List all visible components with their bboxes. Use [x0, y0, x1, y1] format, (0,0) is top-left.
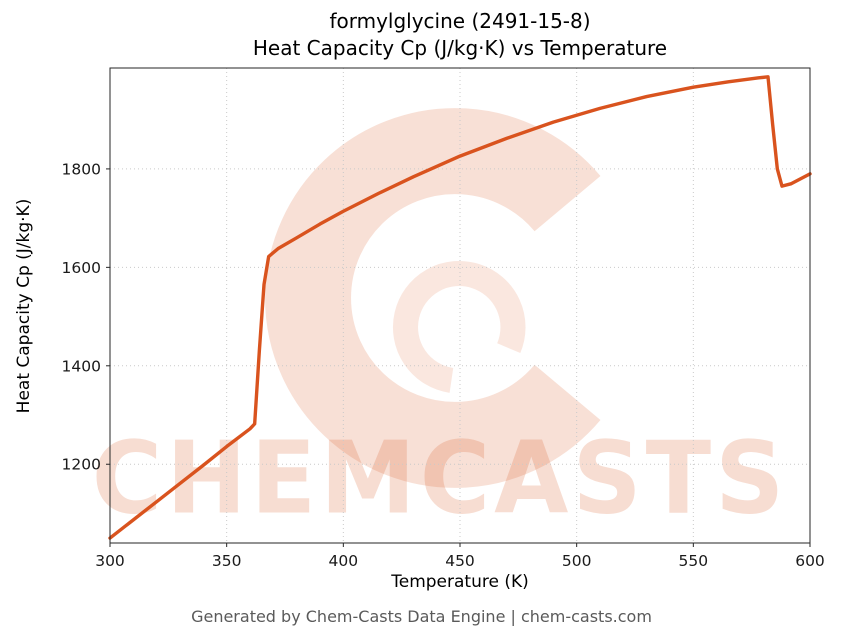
chart-title-line1: formylglycine (2491-15-8): [329, 9, 591, 33]
y-axis-label: Heat Capacity Cp (J/kg·K): [14, 198, 34, 414]
svg-text:300: 300: [95, 552, 125, 570]
svg-text:1400: 1400: [62, 357, 101, 375]
svg-text:1800: 1800: [62, 160, 101, 178]
svg-text:500: 500: [562, 552, 592, 570]
chart-title: formylglycine (2491-15-8) Heat Capacity …: [110, 8, 810, 62]
chemcasts-watermark-text: CHEMCASTS: [91, 419, 789, 537]
svg-text:550: 550: [679, 552, 709, 570]
svg-text:1600: 1600: [62, 259, 101, 277]
svg-text:350: 350: [212, 552, 242, 570]
x-axis-label: Temperature (K): [391, 572, 529, 592]
svg-text:450: 450: [445, 552, 475, 570]
svg-text:600: 600: [795, 552, 825, 570]
footer-attribution: Generated by Chem-Casts Data Engine | ch…: [191, 607, 652, 626]
svg-text:1200: 1200: [62, 456, 101, 474]
svg-text:400: 400: [329, 552, 359, 570]
chart-title-line2: Heat Capacity Cp (J/kg·K) vs Temperature: [252, 36, 668, 60]
